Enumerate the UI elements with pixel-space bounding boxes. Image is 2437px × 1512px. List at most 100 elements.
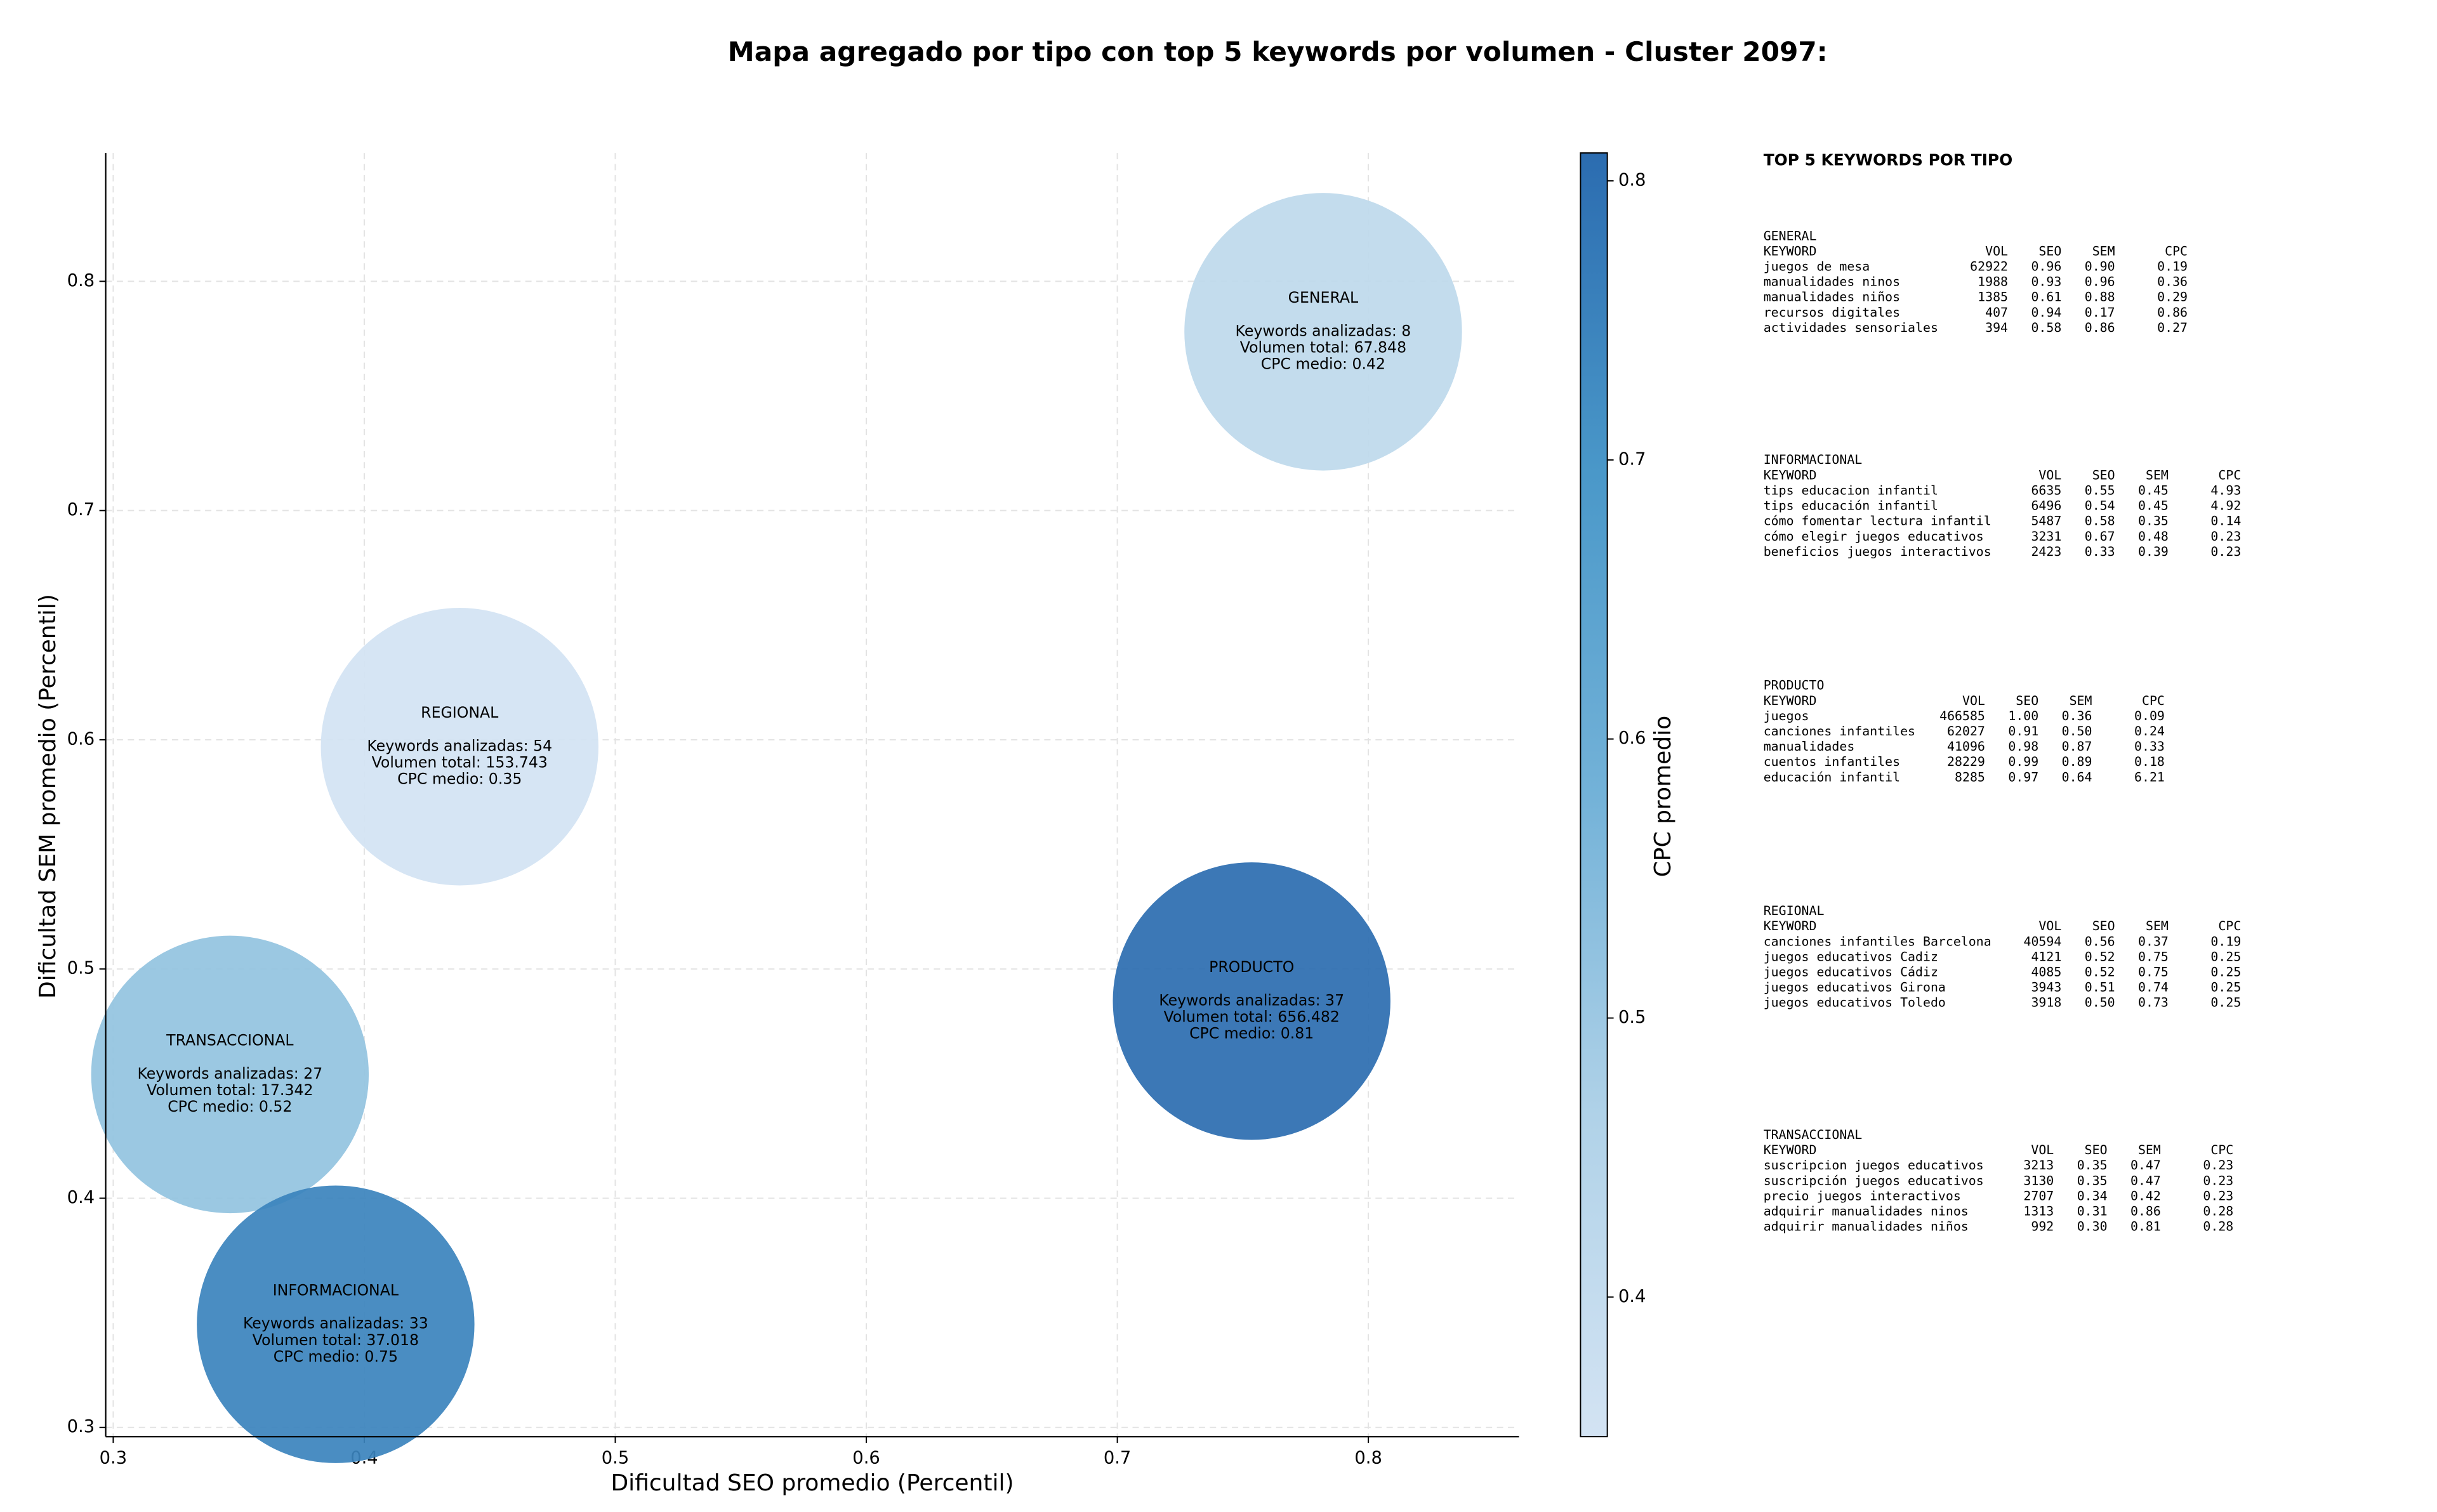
panel-row: 4.93 [2210, 483, 2241, 497]
panel-row: juegos de mesa [1764, 260, 1870, 274]
panel-header: SEO [2016, 694, 2038, 708]
x-tick-label: 0.7 [1104, 1448, 1131, 1468]
panel-row: 41096 [1947, 739, 1985, 754]
panel-row: 394 [1985, 320, 2008, 335]
colorbar-tick-label: 0.6 [1618, 728, 1646, 748]
panel-row: 6.21 [2134, 770, 2165, 784]
panel-section-name: TRANSACCIONAL [1764, 1127, 1863, 1142]
x-tick-label: 0.6 [852, 1448, 880, 1468]
panel-header: CPC [2218, 468, 2241, 482]
panel-row: 0.58 [2085, 514, 2115, 529]
panel-row: 0.25 [2210, 964, 2241, 979]
panel-row: 0.50 [2062, 724, 2092, 739]
panel-row: suscripcion juegos educativos [1764, 1158, 1984, 1173]
panel-row: 0.75 [2138, 949, 2169, 964]
panel-section-name: GENERAL [1764, 228, 1817, 243]
panel-row: 0.23 [2203, 1188, 2233, 1203]
panel-row: adquirir manualidades niños [1764, 1219, 1969, 1234]
panel-row: 0.97 [2008, 770, 2038, 784]
bubble-annotation: Volumen total: 37.018 [253, 1331, 419, 1349]
bubble-annotation: CPC medio: 0.75 [274, 1348, 398, 1365]
panel-row: 0.67 [2085, 529, 2115, 544]
panel-row: 1385 [1978, 290, 2008, 305]
panel-row: 0.27 [2157, 320, 2188, 335]
panel-row: 1.00 [2008, 709, 2038, 723]
bubble-label: PRODUCTO [1209, 958, 1294, 976]
panel-row: educación infantil [1764, 770, 1900, 784]
y-tick-label: 0.4 [67, 1188, 95, 1207]
panel-row: 0.17 [2085, 305, 2115, 320]
panel-row: juegos educativos Cádiz [1764, 964, 1938, 979]
panel-row: juegos [1764, 709, 1809, 723]
panel-header: SEM [2138, 1143, 2161, 1157]
panel-row: 6496 [2031, 499, 2061, 513]
y-tick-label: 0.5 [67, 959, 95, 978]
panel-row: 0.74 [2138, 980, 2169, 995]
panel-row: 4121 [2031, 949, 2061, 964]
panel-header: SEM [2146, 919, 2169, 933]
panel-row: 0.29 [2157, 290, 2188, 305]
panel-row: juegos educativos Toledo [1764, 996, 1946, 1010]
panel-header: KEYWORD [1764, 1143, 1817, 1157]
panel-row: 0.98 [2008, 739, 2038, 754]
panel-row: 0.64 [2062, 770, 2092, 784]
panel-header: VOL [1962, 694, 1985, 708]
y-tick-label: 0.3 [67, 1417, 95, 1436]
panel-row: 0.96 [2031, 260, 2061, 274]
panel-row: tips educacion infantil [1764, 483, 1938, 497]
panel-row: 0.25 [2210, 980, 2241, 995]
panel-row: 0.25 [2210, 996, 2241, 1010]
colorbar-tick-label: 0.7 [1618, 449, 1646, 469]
panel-row: 0.25 [2210, 949, 2241, 964]
panel-row: 0.96 [2085, 275, 2115, 289]
panel-row: 62922 [1970, 260, 2008, 274]
chart-title: Mapa agregado por tipo con top 5 keyword… [728, 36, 1828, 67]
panel-row: recursos digitales [1764, 305, 1900, 320]
bubble-annotation: CPC medio: 0.35 [397, 770, 522, 787]
panel-row: 0.28 [2203, 1219, 2233, 1234]
panel-row: 0.52 [2085, 949, 2115, 964]
panel-row: 0.42 [2130, 1188, 2161, 1203]
panel-row: 0.55 [2085, 483, 2115, 497]
panel-header: VOL [2031, 1143, 2054, 1157]
panel-row: 0.30 [2077, 1219, 2108, 1234]
bubble-annotation: CPC medio: 0.42 [1261, 355, 1385, 373]
panel-row: manualidades ninos [1764, 275, 1900, 289]
panel-row: 0.47 [2130, 1173, 2161, 1188]
panel-header: VOL [2038, 468, 2061, 482]
panel-row: 0.36 [2062, 709, 2092, 723]
panel-header: VOL [2038, 919, 2061, 933]
panel-row: 0.33 [2134, 739, 2165, 754]
panel-row: 0.56 [2085, 934, 2115, 949]
panel-header: SEO [2085, 1143, 2108, 1157]
y-tick-label: 0.6 [67, 729, 95, 749]
panel-row: 0.91 [2008, 724, 2038, 739]
panel-row: cómo elegir juegos educativos [1764, 529, 1984, 544]
panel-header: VOL [1985, 244, 2008, 258]
panel-row: 0.52 [2085, 964, 2115, 979]
panel-row: adquirir manualidades ninos [1764, 1204, 1969, 1219]
panel-row: 992 [2031, 1219, 2054, 1234]
panel-row: 0.28 [2203, 1204, 2233, 1219]
panel-row: 0.90 [2085, 260, 2115, 274]
bubble [1184, 193, 1462, 471]
y-tick-label: 0.8 [67, 271, 95, 291]
panel-row: 3231 [2031, 529, 2061, 544]
panel-row: 40594 [2023, 934, 2061, 949]
panel-header: KEYWORD [1764, 244, 1817, 258]
panel-row: 0.86 [2130, 1204, 2161, 1219]
bubble-annotation: CPC medio: 0.52 [168, 1098, 292, 1115]
panel-row: juegos educativos Girona [1764, 980, 1946, 995]
bubble [1113, 862, 1390, 1140]
panel-row: 0.35 [2077, 1158, 2108, 1173]
panel-row: 0.31 [2077, 1204, 2108, 1219]
panel-row: 0.23 [2210, 529, 2241, 544]
panel-row: cuentos infantiles [1764, 754, 1900, 769]
panel-row: tips educación infantil [1764, 499, 1938, 513]
panel-row: canciones infantiles [1764, 724, 1915, 739]
panel-row: 0.37 [2138, 934, 2169, 949]
colorbar-tick-label: 0.4 [1618, 1287, 1646, 1306]
panel-row: 3943 [2031, 980, 2061, 995]
panel-row: 3213 [2023, 1158, 2054, 1173]
panel-row: 4.92 [2210, 499, 2241, 513]
